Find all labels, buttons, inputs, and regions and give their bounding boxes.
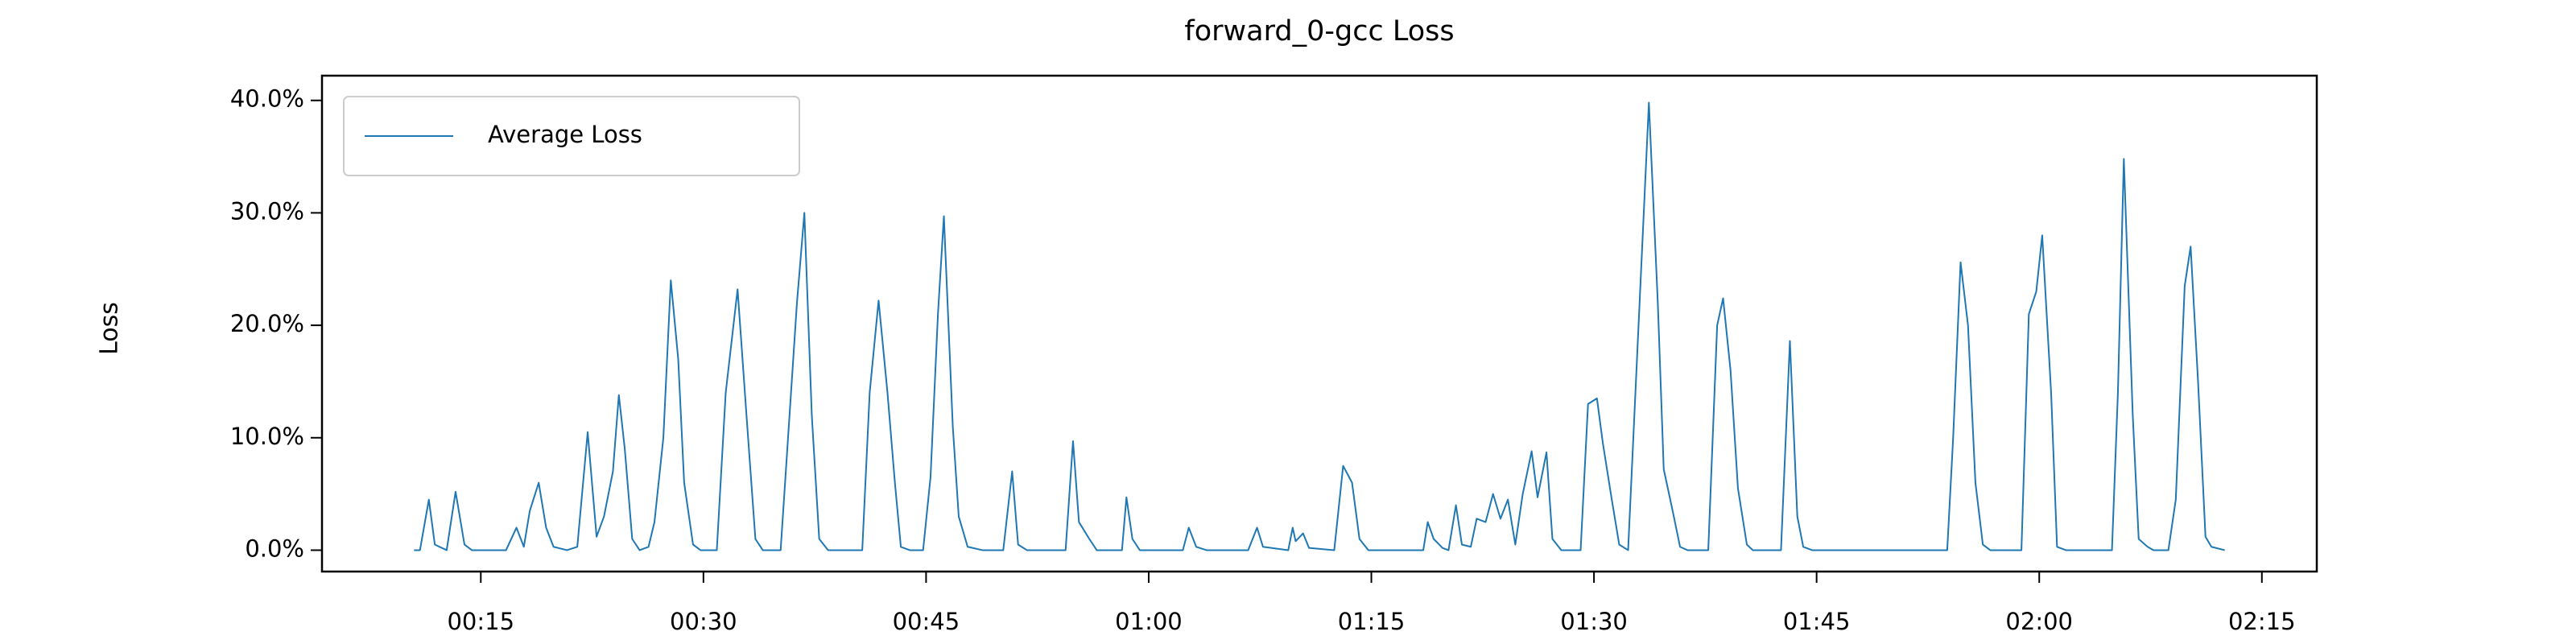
x-tick-label: 00:30 [670, 608, 737, 635]
y-tick-label: 20.0% [230, 310, 304, 337]
x-tick-label: 01:15 [1338, 608, 1406, 635]
x-tick-label: 01:00 [1115, 608, 1183, 635]
plot-frame [320, 74, 2318, 573]
x-tick-label: 02:00 [2005, 608, 2073, 635]
legend-box [343, 96, 800, 176]
data-line [414, 101, 2225, 551]
y-tick-label: 0.0% [245, 535, 304, 562]
x-tick-label: 00:15 [447, 608, 514, 635]
y-axis-label: Loss [96, 302, 124, 355]
chart-title: forward_0-gcc Loss [1184, 15, 1454, 47]
y-tick-label: 40.0% [230, 85, 304, 113]
x-tick-label: 01:45 [1783, 608, 1851, 635]
y-tick-label: 10.0% [230, 423, 304, 450]
legend-label: Average Loss [488, 121, 642, 148]
x-tick-label: 01:30 [1560, 608, 1628, 635]
x-tick-label: 00:45 [893, 608, 960, 635]
x-tick-label: 02:15 [2228, 608, 2296, 635]
y-tick-label: 30.0% [230, 197, 304, 225]
